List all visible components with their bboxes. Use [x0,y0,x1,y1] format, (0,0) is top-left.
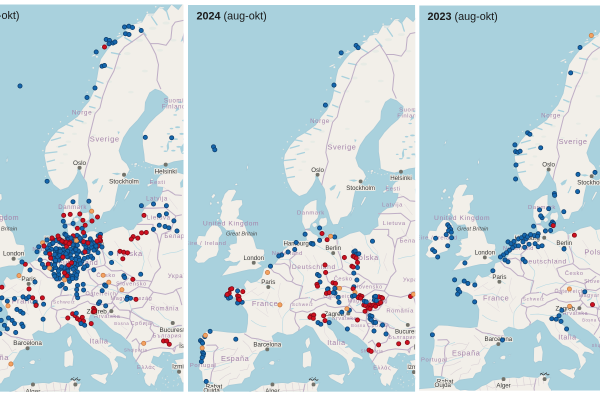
svg-text:2024 (aug-okt): 2024 (aug-okt) [197,11,267,23]
svg-text:2023 (aug-okt): 2023 (aug-okt) [428,11,498,23]
svg-text:2025 (aug-okt): 2025 (aug-okt) [0,10,19,22]
